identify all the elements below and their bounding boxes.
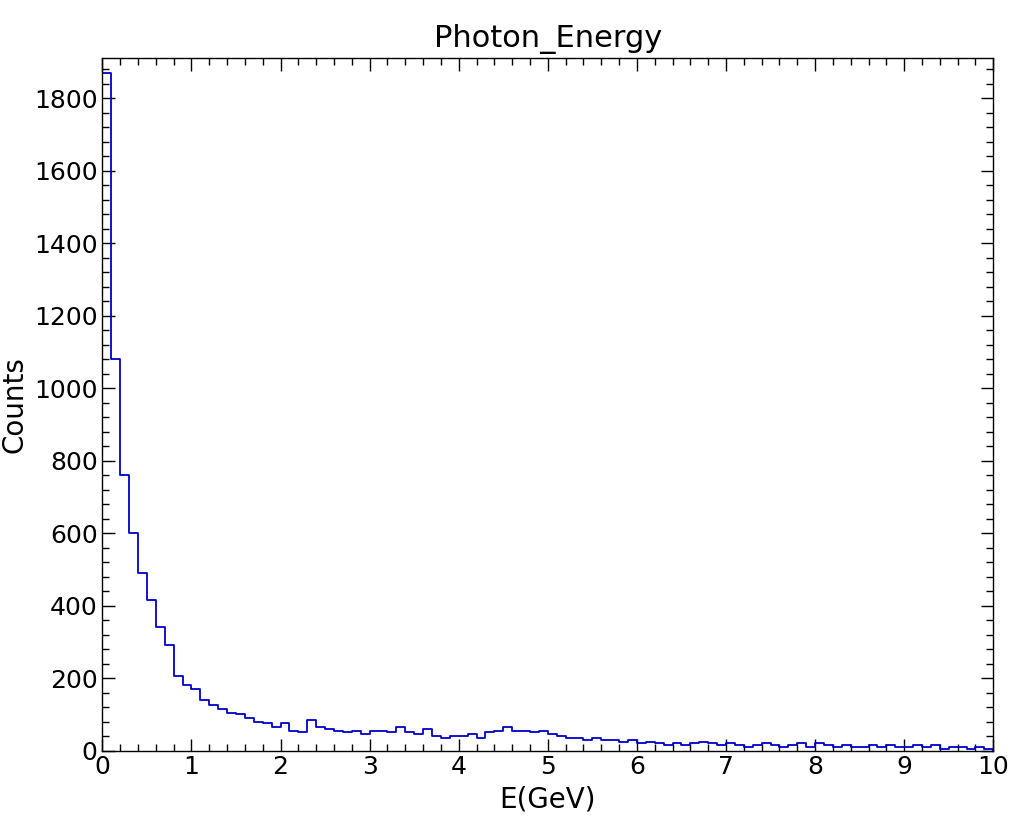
Y-axis label: Counts: Counts	[0, 356, 29, 453]
Title: Photon_Energy: Photon_Energy	[434, 24, 662, 54]
X-axis label: E(GeV): E(GeV)	[500, 785, 596, 813]
